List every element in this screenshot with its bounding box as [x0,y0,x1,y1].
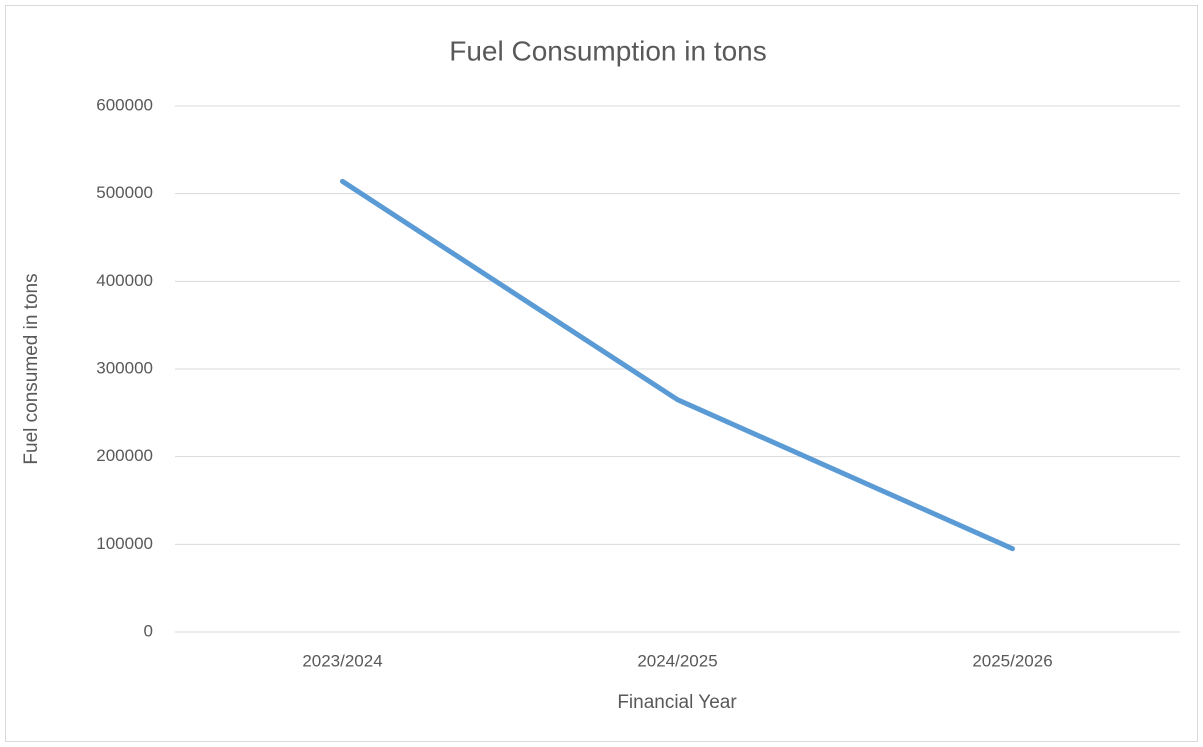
y-tick-label: 600000 [96,95,153,114]
chart-title: Fuel Consumption in tons [449,35,767,66]
data-line [340,178,1015,552]
x-tick-label: 2023/2024 [302,651,382,670]
y-tick-label: 300000 [96,358,153,377]
y-tick-label: 400000 [96,271,153,290]
y-tick-label: 0 [144,621,153,640]
y-tick-label: 100000 [96,534,153,553]
y-tick-label: 200000 [96,446,153,465]
x-tick-label: 2024/2025 [637,651,717,670]
y-axis-title: Fuel consumed in tons [21,273,42,464]
y-tick-label: 500000 [96,183,153,202]
x-axis-title: Financial Year [617,692,737,713]
x-tick-label: 2025/2026 [972,651,1052,670]
chart-border [5,5,1198,742]
